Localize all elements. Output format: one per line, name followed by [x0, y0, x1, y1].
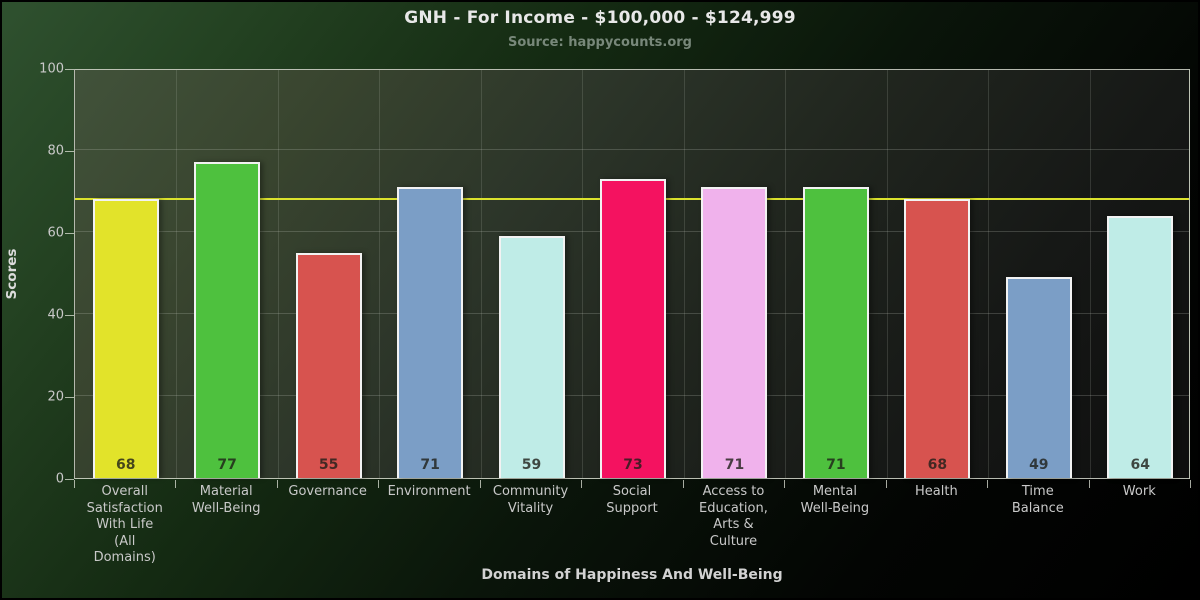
gridline-vertical	[683, 70, 685, 478]
x-tick-mark	[74, 480, 75, 488]
gridline-vertical	[379, 70, 381, 478]
x-tick-mark	[175, 480, 177, 488]
bar-value-label: 77	[217, 457, 237, 473]
x-tick-mark	[682, 480, 684, 488]
x-tick-mark	[378, 480, 380, 488]
bar: 64	[1107, 215, 1174, 478]
gridline-vertical	[176, 70, 178, 478]
bar-value-label: 71	[826, 457, 846, 473]
gridline-vertical	[886, 70, 888, 478]
gridline-horizontal	[75, 149, 1189, 150]
chart-subtitle: Source: happycounts.org	[507, 35, 692, 50]
bar-value-label: 49	[1029, 457, 1049, 473]
plot-area: 68 77 55 71 59 73 71 71 68 49 64	[74, 69, 1190, 479]
bar-value-label: 71	[724, 457, 745, 473]
x-tick-label: Overall Satisfaction With Life (All Domains)	[86, 484, 163, 565]
x-tick-mark	[479, 480, 481, 488]
y-tick-label: 40	[47, 307, 64, 323]
x-tick-mark	[1190, 480, 1191, 488]
x-tick-mark	[784, 480, 786, 488]
x-tick-label: Health	[915, 484, 958, 499]
x-tick-mark	[987, 480, 989, 488]
y-tick-label: 0	[55, 471, 64, 487]
y-tick-label: 60	[47, 225, 64, 241]
gridline-vertical	[785, 70, 787, 478]
bar-value-label: 68	[115, 457, 136, 473]
bar: 71	[802, 186, 869, 478]
y-tick-mark	[65, 150, 74, 152]
bar: 59	[498, 236, 565, 478]
bar: 77	[194, 162, 261, 478]
x-tick-label: Environment	[387, 484, 471, 499]
x-tick-label: Time Balance	[1011, 484, 1064, 516]
y-tick-mark	[65, 396, 74, 398]
bar-value-label: 73	[623, 457, 643, 473]
x-tick-mark	[581, 480, 583, 488]
bar: 68	[904, 199, 971, 478]
y-tick-mark	[65, 478, 74, 480]
bar-value-label: 71	[420, 457, 440, 473]
bar: 73	[600, 178, 666, 478]
y-tick-label: 100	[39, 61, 64, 77]
bar: 71	[701, 186, 768, 478]
bar: 55	[295, 252, 362, 478]
y-tick-label: 20	[47, 389, 64, 405]
bar-value-label: 68	[927, 457, 948, 473]
x-tick-label: Access to Education, Arts & Culture	[699, 484, 768, 549]
bar: 71	[397, 186, 464, 478]
x-tick-label: Governance	[288, 484, 367, 499]
bar-value-label: 59	[521, 457, 542, 473]
x-tick-label: Work	[1122, 484, 1156, 499]
bar: 68	[92, 199, 159, 478]
gridline-vertical	[988, 70, 990, 478]
chart-title: GNH - For Income - $100,000 - $124,999	[404, 8, 796, 28]
x-tick-label: Material Well-Being	[191, 484, 261, 516]
gridline-vertical	[480, 70, 482, 478]
bar: 49	[1005, 277, 1072, 478]
gridline-vertical	[277, 70, 279, 478]
y-tick-mark	[65, 68, 74, 70]
x-tick-label: Community Vitality	[492, 484, 569, 516]
bar-value-label: 64	[1130, 457, 1150, 473]
x-tick-mark	[276, 480, 278, 488]
gridline-vertical	[582, 70, 584, 478]
x-tick-label: Mental Well-Being	[800, 484, 870, 516]
bar-value-label: 55	[318, 457, 339, 473]
y-tick-mark	[65, 314, 74, 316]
x-tick-mark	[885, 480, 887, 488]
x-axis-title: Domains of Happiness And Well-Being	[481, 567, 783, 583]
y-tick-label: 80	[47, 143, 64, 159]
x-tick-label: Social Support	[606, 484, 658, 516]
y-axis-title: Scores	[4, 248, 20, 300]
y-tick-mark	[65, 232, 74, 234]
gridline-vertical	[1089, 70, 1091, 478]
x-tick-mark	[1088, 480, 1090, 488]
